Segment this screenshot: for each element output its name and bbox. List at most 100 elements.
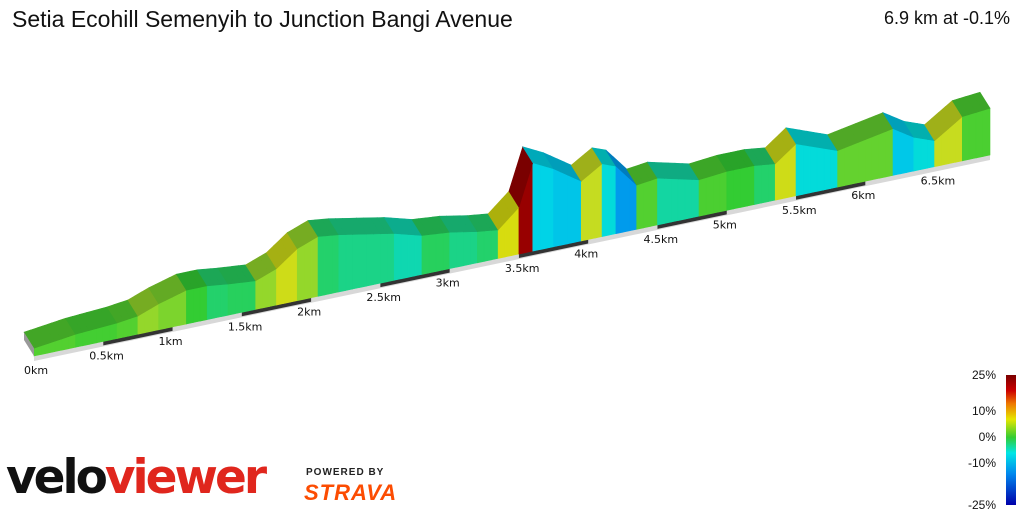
profile-slice <box>643 180 651 229</box>
profile-slice <box>560 171 568 246</box>
profile-slice <box>296 244 305 302</box>
profile-slice <box>948 121 956 165</box>
profile-slice <box>975 109 984 159</box>
strava-logo: STRAVA <box>304 480 398 505</box>
km-segment <box>796 181 866 200</box>
profile-slice <box>317 235 326 297</box>
profile-slice <box>179 289 187 326</box>
profile-slice <box>885 128 894 178</box>
profile-slice <box>712 173 721 214</box>
profile-slice <box>705 175 714 216</box>
profile-slice <box>574 177 582 243</box>
tick-label: 3km <box>436 277 460 290</box>
profile-slice <box>199 285 208 322</box>
profile-slice <box>594 163 603 239</box>
profile-slice <box>684 178 693 220</box>
profile-slice <box>387 233 395 283</box>
profile-slice <box>740 166 748 208</box>
profile-slice <box>587 168 596 240</box>
profile-slice <box>747 165 755 207</box>
profile-slice <box>650 177 658 227</box>
tick-label: 6.5km <box>921 175 956 188</box>
profile-slice <box>532 162 541 252</box>
profile-slice <box>899 131 908 175</box>
profile-slice <box>89 328 97 345</box>
profile-start-cap <box>24 332 34 356</box>
profile-slice <box>809 145 818 194</box>
profile-slice <box>671 178 679 223</box>
profile-slice <box>449 231 457 269</box>
profile-slice <box>830 149 838 189</box>
profile-slice <box>283 254 291 304</box>
profile-slice <box>858 139 866 184</box>
profile-slice <box>290 247 298 303</box>
profile-slice <box>546 166 554 249</box>
km-segment <box>518 239 589 259</box>
tick-label: 2.5km <box>366 291 401 304</box>
profile-slice <box>726 169 734 211</box>
profile-slice <box>664 178 672 224</box>
profile-slice <box>303 240 312 300</box>
grade-label: 0% <box>978 430 996 445</box>
profile-slice <box>677 178 686 221</box>
profile-slice <box>477 230 485 264</box>
profile-slice <box>345 234 353 291</box>
tick-label: 0km <box>24 364 48 377</box>
profile-slice <box>774 156 783 201</box>
profile-slice <box>781 149 790 200</box>
profile-slice <box>165 296 173 329</box>
profile-slice <box>691 179 700 219</box>
profile-slice <box>961 114 970 162</box>
profile-slice <box>463 231 471 267</box>
grade-label: -10% <box>967 456 996 471</box>
profile-slice <box>276 261 284 306</box>
profile-slice <box>802 144 811 195</box>
profile-slice <box>414 234 423 277</box>
profile-slice <box>553 168 561 248</box>
profile-slice <box>920 138 928 170</box>
elevation-profile-chart: 0km 0.5km 1km 1.5km 2km 2.5km 3km 3.5km 4km 4.5km… <box>23 91 991 377</box>
profile-top-slice <box>972 91 991 111</box>
elevation-front-wall <box>33 107 991 357</box>
profile-slice <box>816 146 825 192</box>
profile-slice <box>193 286 201 323</box>
profile-slice <box>622 171 631 233</box>
profile-slice <box>754 164 762 205</box>
profile-slice <box>241 281 250 313</box>
powered-by-label: POWERED BY <box>306 467 385 478</box>
km-segment <box>241 297 312 317</box>
profile-slice <box>186 288 194 325</box>
km-segment <box>657 210 727 229</box>
profile-slice <box>470 231 478 265</box>
profile-slice <box>248 280 256 312</box>
profile-slice <box>608 164 617 236</box>
profile-slice <box>123 317 132 338</box>
km-segment <box>380 268 450 288</box>
profile-slice <box>116 320 125 339</box>
tick-label: 4km <box>574 247 598 260</box>
profile-slice <box>435 232 444 272</box>
grade-legend: 25% 10% 0% -10% -25% <box>954 368 1024 512</box>
grade-label: -25% <box>967 498 996 512</box>
profile-slice <box>733 168 741 210</box>
profile-slice <box>698 177 707 217</box>
profile-slice <box>878 130 887 179</box>
profile-slice <box>213 284 222 319</box>
profile-slice <box>109 322 118 341</box>
profile-slice <box>338 234 347 293</box>
profile-slice <box>352 233 360 290</box>
profile-slice <box>456 231 464 268</box>
logo-viewer: viewer <box>104 450 267 505</box>
profile-slice <box>788 143 797 198</box>
tick-label: 3.5km <box>505 262 540 275</box>
profile-slice <box>657 177 665 226</box>
profile-slice <box>158 299 166 331</box>
profile-slice <box>795 143 804 197</box>
profile-slice <box>234 282 243 315</box>
grade-label: 25% <box>971 368 996 382</box>
tick-label: 1km <box>159 335 183 348</box>
tick-label: 0.5km <box>89 349 124 362</box>
elevation-top-surface <box>23 91 991 356</box>
profile-slice <box>407 234 416 278</box>
profile-slice <box>955 115 963 163</box>
